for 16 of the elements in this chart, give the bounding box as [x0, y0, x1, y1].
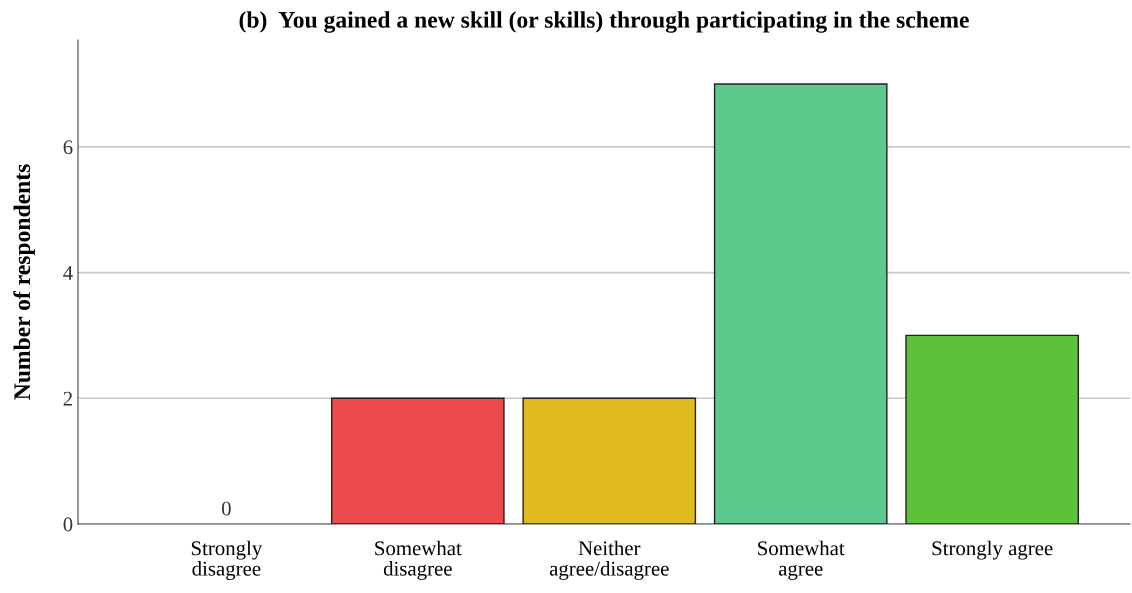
x-tick-label: Strongly agree: [932, 540, 1053, 560]
x-tick-label: Strongly disagree: [191, 540, 263, 581]
x-tick-label: Neither agree/disagree: [549, 540, 669, 580]
y-tick-label: 2: [63, 391, 72, 406]
y-axis-title: Number of respondents: [13, 164, 35, 400]
bar: [713, 83, 888, 524]
x-tick-label: Somewhat agree: [758, 540, 845, 580]
data-label: 0: [221, 501, 231, 516]
bar: [522, 397, 697, 524]
bar: [330, 397, 505, 524]
y-tick-label: 0: [63, 517, 73, 532]
y-tick-label: 6: [63, 140, 73, 155]
x-tick-label: Somewhat disagree: [375, 540, 462, 580]
bar: [905, 334, 1080, 524]
y-tick-label: 4: [63, 266, 73, 280]
chart-title: (b) You gained a new skill (or skills) through participating in the scheme: [239, 11, 969, 33]
